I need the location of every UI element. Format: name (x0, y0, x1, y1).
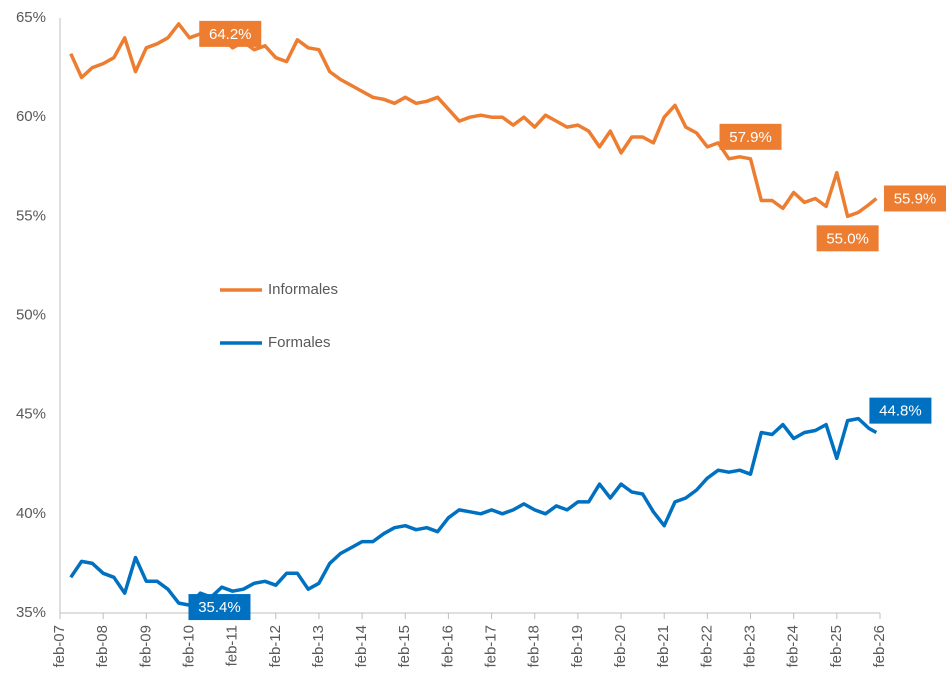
y-tick-label: 55% (16, 207, 46, 224)
x-tick-label: feb-16 (439, 625, 456, 668)
data-label: 35.4% (188, 594, 251, 621)
y-tick-label: 40% (16, 505, 46, 522)
data-label: 55.9% (884, 185, 946, 212)
x-tick-label: feb-14 (353, 625, 370, 668)
x-tick-label: feb-19 (569, 625, 586, 668)
series-line (69, 22, 878, 219)
y-tick-label: 45% (16, 406, 46, 423)
x-tick-label: feb-24 (785, 625, 802, 668)
x-tick-label: feb-13 (310, 625, 327, 668)
x-tick-label: feb-17 (483, 625, 500, 668)
x-tick-label: feb-21 (655, 625, 672, 668)
data-label: 64.2% (199, 20, 262, 47)
data-label-text: 35.4% (198, 599, 241, 616)
data-label-text: 57.9% (729, 129, 772, 146)
x-tick-label: feb-10 (180, 625, 197, 668)
y-tick-label: 65% (16, 9, 46, 26)
x-tick-label: feb-25 (828, 625, 845, 668)
x-tick-label: feb-12 (267, 625, 284, 668)
y-tick-label: 35% (16, 604, 46, 621)
data-label-box (199, 20, 262, 47)
x-tick-label: feb-20 (612, 625, 629, 668)
series-line (69, 416, 878, 607)
data-label-box (884, 185, 946, 212)
data-label-text: 64.2% (209, 26, 252, 43)
x-tick-label: feb-22 (698, 625, 715, 668)
legend-label: Formales (268, 334, 331, 351)
data-label-box (869, 397, 932, 424)
data-label-text: 55.0% (826, 230, 869, 247)
data-label-box (719, 123, 782, 150)
x-tick-label: feb-09 (137, 625, 154, 668)
data-label: 44.8% (869, 397, 932, 424)
x-tick-label: feb-15 (396, 625, 413, 668)
y-tick-label: 50% (16, 306, 46, 323)
x-tick-label: feb-11 (224, 625, 241, 666)
data-label-text: 55.9% (894, 190, 937, 207)
data-label-text: 44.8% (879, 403, 922, 420)
x-tick-label: feb-08 (94, 625, 111, 668)
x-tick-label: feb-26 (871, 625, 888, 668)
x-tick-label: feb-18 (526, 625, 543, 668)
data-label-box (188, 594, 251, 621)
data-label: 55.0% (816, 225, 879, 252)
data-label: 57.9% (719, 123, 782, 150)
y-tick-label: 60% (16, 108, 46, 125)
data-label-box (816, 225, 879, 252)
x-tick-label: feb-23 (741, 625, 758, 668)
x-tick-label: feb-07 (51, 625, 68, 668)
legend-label: Informales (268, 281, 338, 298)
